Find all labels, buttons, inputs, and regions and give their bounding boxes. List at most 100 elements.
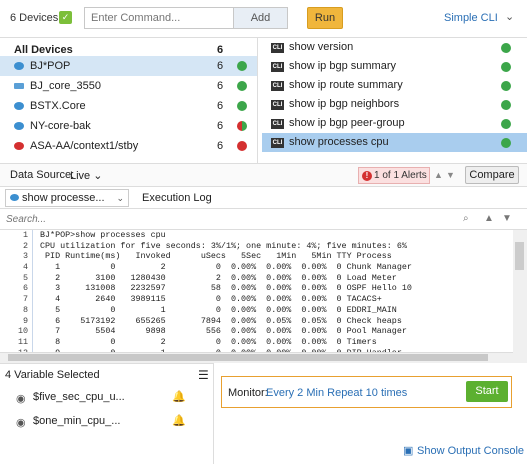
command-label: show ip bgp neighbors [289,98,400,110]
monitor-box [221,376,512,408]
output-line: 3 PID Runtime(ms) Invoked uSecs 5Sec 1Mi… [0,251,513,262]
horizontal-scroll-thumb[interactable] [8,354,488,361]
command-input[interactable] [84,7,234,29]
device-name: BJ*POP [30,60,71,72]
chevron-down-icon: ⌄ [116,193,124,203]
cli-icon: CLI [271,43,284,53]
show-output-console-link[interactable]: Show Output Console [417,445,525,457]
line-text: 2 3100 1280430 2 0.00% 0.00% 0.00% 0 Loa… [40,272,397,283]
line-text: 8 0 2 0 0.00% 0.00% 0.00% 0 Timers [40,336,377,347]
command-item[interactable]: CLI show processes cpu [262,133,527,152]
vertical-scroll-thumb[interactable] [515,242,524,270]
device-name: BSTX.Core [30,100,86,112]
compare-button[interactable]: Compare [465,166,519,184]
eye-icon[interactable]: ◉ [16,417,26,429]
chevron-down-icon: ⌄ [93,170,103,182]
router-icon [14,102,24,110]
tab-row [0,187,527,209]
command-label: show ip bgp peer-group [289,117,405,129]
line-number: 4 [22,262,28,273]
line-number: 2 [22,240,28,251]
error-icon [237,141,247,151]
device-item[interactable]: NY-core-bak 6 [0,116,257,136]
command-item[interactable]: CLI show ip bgp peer-group [262,114,527,133]
check-circle-icon [237,101,247,111]
command-item[interactable]: CLI show ip bgp neighbors [262,95,527,114]
monitor-schedule-link[interactable]: Every 2 Min Repeat 10 times [266,387,408,399]
router-icon [14,62,24,70]
down-icon[interactable]: ▼ [502,213,512,224]
output-line: 1 BJ*POP>show processes cpu [0,230,513,241]
datasource-label: Data Source: [10,169,75,181]
tab-result-label: show processe... [22,192,105,204]
check-circle-icon [501,100,511,110]
variable-header: 4 Variable Selected [5,369,100,381]
cli-icon: CLI [271,138,284,148]
datasource-bar [0,163,527,187]
variable-name: $one_min_cpu_... [33,415,121,427]
all-devices-label: All Devices [14,44,73,56]
menu-icon[interactable]: ☰ [198,368,209,382]
find-icon[interactable]: ⌕ [463,213,469,224]
variable-item[interactable]: ◉ $five_sec_cpu_u... 🔔 [0,385,213,410]
line-number: 8 [22,304,28,315]
alert-text: 1 of 1 Alerts [374,170,427,181]
line-text: 5 0 1 0 0.00% 0.00% 0.00% 0 EDDRI_MAIN [40,304,397,315]
line-text: 3 131008 2232597 58 0.00% 0.00% 0.00% 0 … [40,283,412,294]
cli-icon: CLI [271,62,284,72]
check-circle-icon [501,81,511,91]
command-item[interactable]: CLI show ip bgp summary [262,57,527,76]
command-item[interactable]: CLI show ip route summary [262,76,527,95]
chevron-down-icon[interactable]: ⌄ [505,11,515,23]
all-devices-count: 6 [217,44,224,56]
tab-execution-log[interactable]: Execution Log [142,192,212,204]
variable-panel [0,363,214,464]
device-count-cell: 6 [217,120,224,132]
command-item[interactable]: CLI show version [262,38,527,57]
check-circle-icon [501,138,511,148]
prev-alert-icon[interactable]: ▲ [434,170,443,180]
line-number: 11 [17,336,28,347]
line-number: 5 [22,272,28,283]
cli-icon: CLI [271,100,284,110]
device-name: BJ_core_3550 [30,80,101,92]
run-button[interactable]: Run [307,7,343,29]
add-button[interactable]: Add [233,7,288,29]
device-item[interactable]: BJ*POP 6 [0,56,257,76]
command-label: show version [289,41,354,53]
select-all-checkbox[interactable]: ✓ [59,11,72,24]
alert-badge[interactable]: ! 1 of 1 Alerts [358,167,430,184]
device-item[interactable]: BJ_core_3550 6 [0,76,257,96]
check-circle-icon [237,61,247,71]
device-name: ASA-AA/context1/stby [30,140,139,152]
router-icon [10,194,19,201]
all-devices-header[interactable]: All Devices 6 [0,38,257,56]
line-text: BJ*POP>show processes cpu [40,230,166,240]
command-label: show processes cpu [289,136,389,148]
next-alert-icon[interactable]: ▼ [446,170,455,180]
line-number: 10 [17,326,28,337]
output-line: 10 7 5504 9898 556 0.00% 0.00% 0.00% 0 P… [0,326,513,337]
variable-name: $five_sec_cpu_u... [33,391,125,403]
line-number: 7 [22,294,28,305]
datasource-select[interactable]: Live ⌄ [70,169,102,182]
up-icon[interactable]: ▲ [484,213,494,224]
device-item[interactable]: BSTX.Core 6 [0,96,257,116]
line-text: 4 2640 3989115 0 0.00% 0.00% 0.00% 0 TAC… [40,294,382,305]
variable-item[interactable]: ◉ $one_min_cpu_... 🔔 [0,409,213,434]
device-item[interactable]: ASA-AA/context1/stby 6 [0,136,257,156]
start-button[interactable]: Start [466,381,508,402]
eye-icon[interactable]: ◉ [16,393,26,405]
tab-result-select[interactable]: show processe... ⌄ [5,189,129,207]
search-input[interactable] [6,212,206,227]
device-name: NY-core-bak [30,120,91,132]
bell-icon[interactable]: 🔔 [172,415,186,427]
line-number: 6 [22,283,28,294]
monitor-label: Monitor: [228,387,268,399]
console-icon[interactable]: ▣ [403,445,414,457]
device-count-cell: 6 [217,80,224,92]
check-circle-icon [501,119,511,129]
simple-cli-link[interactable]: Simple CLI [444,12,498,24]
bell-icon[interactable]: 🔔 [172,391,186,403]
command-label: show ip bgp summary [289,60,396,72]
